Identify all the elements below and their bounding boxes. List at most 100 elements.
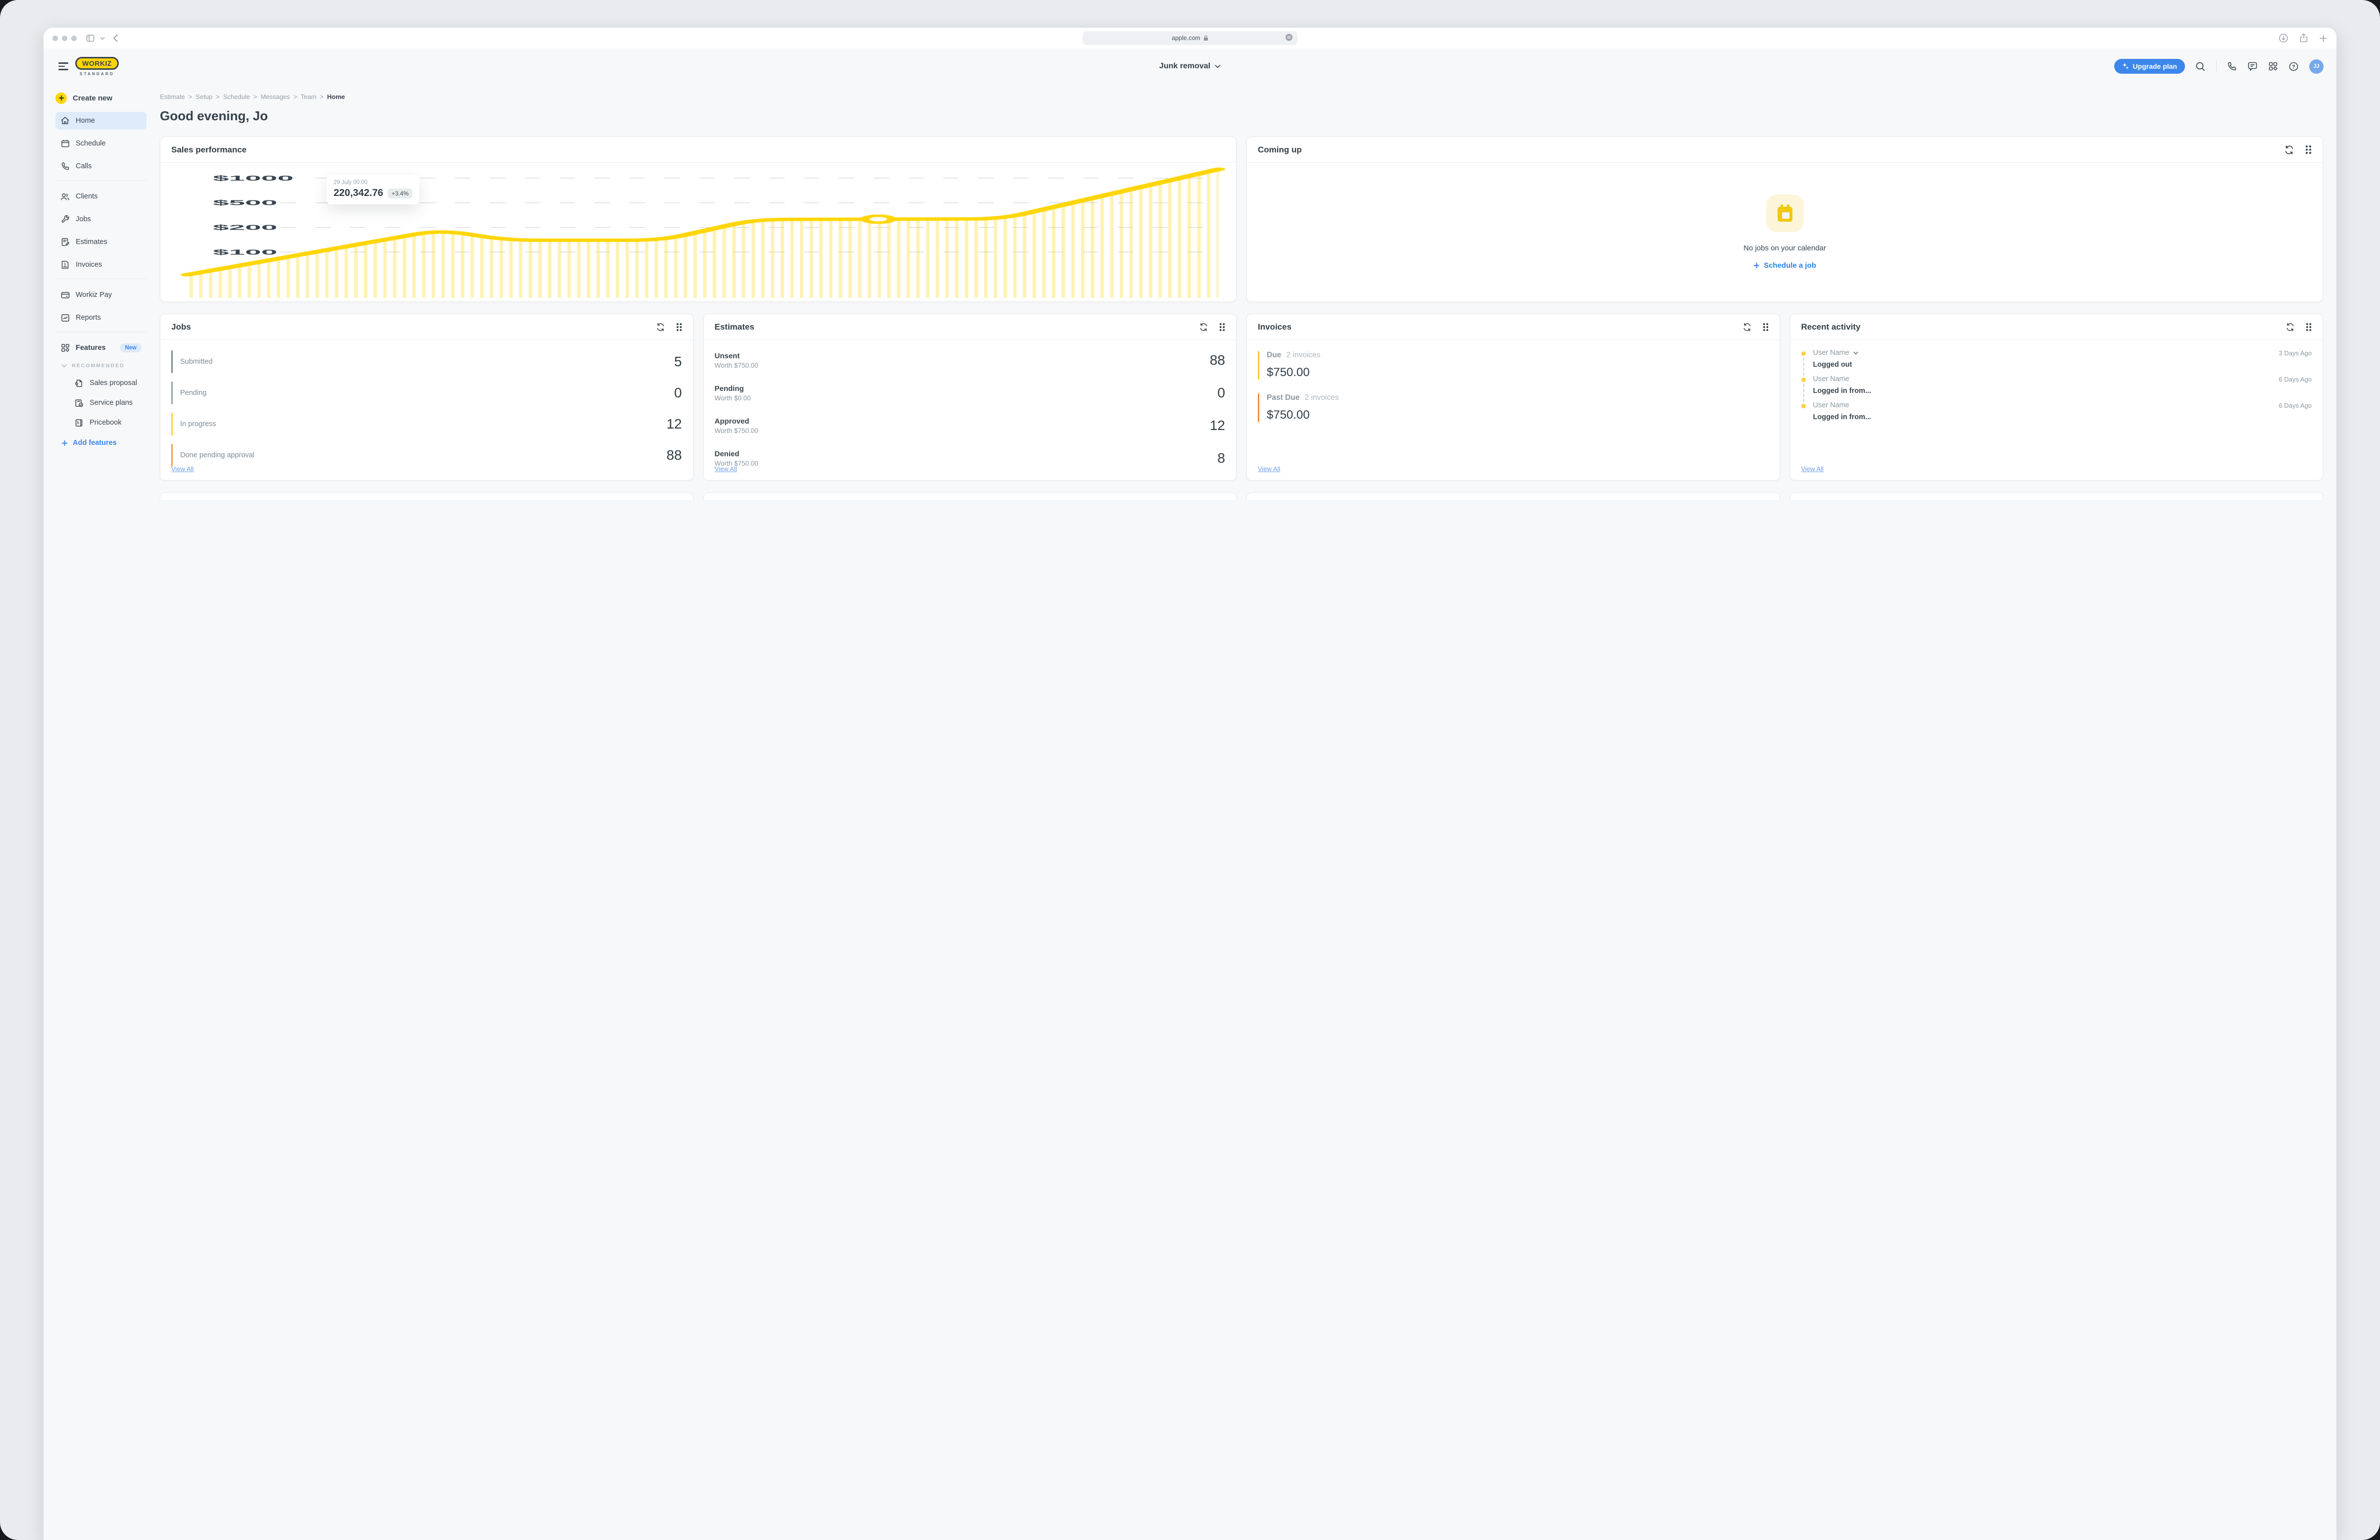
- proposal-icon: [74, 379, 84, 387]
- window-zoom-button[interactable]: [71, 35, 77, 41]
- page-options-icon[interactable]: [1285, 34, 1293, 43]
- downloads-icon[interactable]: [2279, 33, 2288, 43]
- sidebar-item-label: Invoices: [76, 261, 102, 269]
- workiz-logo[interactable]: WORKIZ STANDARD: [75, 56, 119, 76]
- sidebar-item-schedule[interactable]: Schedule: [55, 135, 147, 152]
- sidebar-toggle-icon[interactable]: [86, 34, 95, 43]
- activity-row[interactable]: User Name 6 Days Ago Logged in from...: [1801, 401, 2312, 421]
- sidebar-item-sales-proposal[interactable]: Sales proposal: [55, 375, 147, 391]
- refresh-icon[interactable]: [2285, 323, 2295, 332]
- invoices-row-past-due[interactable]: Past Due 2 invoices $750.00: [1247, 393, 1780, 422]
- upgrade-plan-button[interactable]: Upgrade plan: [2114, 59, 2185, 74]
- sidebar-item-estimates[interactable]: Estimates: [55, 233, 147, 251]
- estimates-row-denied[interactable]: Denied Worth $750.00 8: [704, 442, 1237, 475]
- workiz-app: WORKIZ STANDARD Junk removal Upgrade pla…: [44, 48, 2336, 1540]
- sidebar-item-features[interactable]: Features New: [55, 339, 147, 357]
- activity-time: 6 Days Ago: [2279, 375, 2312, 383]
- sidebar-item-pricebook[interactable]: $ Pricebook: [55, 414, 147, 431]
- menu-toggle-icon[interactable]: [58, 60, 68, 72]
- new-tab-icon[interactable]: [2319, 34, 2328, 43]
- drag-handle-icon[interactable]: [2306, 323, 2312, 332]
- row-count: 2 invoices: [1286, 351, 1321, 359]
- invoices-row-due[interactable]: Due 2 invoices $750.00: [1247, 351, 1780, 380]
- refresh-icon[interactable]: [1742, 323, 1752, 332]
- sidebar-item-service-plans[interactable]: Service plans: [55, 394, 147, 411]
- card-title: Recent activity: [1801, 322, 1861, 332]
- sales-chart-svg: $1000 $500 $200 $100: [181, 167, 1226, 298]
- sidebar-item-calls[interactable]: Calls: [55, 157, 147, 175]
- window-controls[interactable]: [52, 35, 77, 41]
- breadcrumb-item[interactable]: Messages: [260, 93, 290, 100]
- row-value: 88: [666, 447, 682, 463]
- sidebar-item-invoices[interactable]: $ Invoices: [55, 256, 147, 274]
- tooltip-date: 29 July 00:00: [334, 180, 368, 186]
- tab-chevron-icon[interactable]: [100, 37, 105, 40]
- share-icon[interactable]: [2299, 33, 2308, 43]
- view-all-link[interactable]: View All: [714, 465, 737, 473]
- messages-icon[interactable]: [2247, 61, 2258, 71]
- row-count: 2 invoices: [1304, 393, 1339, 402]
- sidebar-item-home[interactable]: Home: [55, 112, 147, 130]
- sidebar-item-label: Workiz Pay: [76, 291, 112, 299]
- refresh-icon[interactable]: [656, 323, 665, 332]
- partial-card: [1789, 492, 2323, 500]
- window-close-button[interactable]: [52, 35, 58, 41]
- row-label: Approved: [714, 417, 749, 426]
- address-bar[interactable]: apple.com: [1083, 31, 1297, 45]
- sidebar-item-reports[interactable]: Reports: [55, 309, 147, 327]
- sidebar-item-workiz-pay[interactable]: Workiz Pay: [55, 286, 147, 304]
- row-label: Pending: [180, 388, 207, 397]
- jobs-row-done-pending-approval[interactable]: Done pending approval 88: [160, 439, 693, 471]
- activity-row[interactable]: User Name 6 Days Ago Logged in from...: [1801, 375, 2312, 407]
- jobs-row-submitted[interactable]: Submitted 5: [160, 346, 693, 377]
- apps-grid-icon[interactable]: [2268, 61, 2278, 71]
- drag-handle-icon[interactable]: [1219, 323, 1225, 332]
- sidebar-item-label: Service plans: [90, 399, 133, 407]
- workspace-name: Junk removal: [1159, 62, 1211, 70]
- drag-handle-icon[interactable]: [2305, 145, 2312, 154]
- user-avatar[interactable]: JJ: [2309, 59, 2324, 74]
- sidebar-item-jobs[interactable]: Jobs: [55, 210, 147, 228]
- search-icon[interactable]: [2195, 61, 2206, 72]
- breadcrumb-item[interactable]: Team: [300, 93, 317, 100]
- jobs-row-pending[interactable]: Pending 0: [160, 377, 693, 408]
- back-button-icon[interactable]: [113, 34, 118, 43]
- create-new-button[interactable]: Create new: [55, 89, 147, 107]
- chevron-down-icon[interactable]: [1853, 351, 1858, 355]
- view-all-link[interactable]: View All: [171, 465, 194, 473]
- estimate-icon: [60, 238, 70, 246]
- drag-handle-icon[interactable]: [1763, 323, 1769, 332]
- view-all-link[interactable]: View All: [1258, 465, 1281, 473]
- recent-activity-card: Recent activity: [1789, 314, 2323, 481]
- row-amount: $750.00: [1267, 408, 1310, 422]
- breadcrumb-item[interactable]: Setup: [196, 93, 213, 100]
- estimates-row-approved[interactable]: Approved Worth $750.00 12: [704, 409, 1237, 442]
- calendar-icon: [60, 139, 70, 148]
- timeline-dot: [1801, 378, 1806, 382]
- add-features-button[interactable]: Add features: [55, 434, 147, 452]
- jobs-row-in-progress[interactable]: In progress 12: [160, 408, 693, 439]
- schedule-job-link[interactable]: Schedule a job: [1753, 261, 1816, 270]
- breadcrumb-item[interactable]: Schedule: [223, 93, 250, 100]
- breadcrumb-item[interactable]: Estimate: [160, 93, 185, 100]
- estimates-row-pending[interactable]: Pending Worth $0.00 0: [704, 377, 1237, 409]
- breadcrumb-separator: >: [320, 93, 324, 100]
- window-minimize-button[interactable]: [62, 35, 67, 41]
- recommended-toggle[interactable]: RECOMMENDED: [55, 362, 147, 375]
- breadcrumb-item-current: Home: [327, 93, 345, 100]
- refresh-icon[interactable]: [1199, 323, 1208, 332]
- tooltip-change-badge: +3.4%: [388, 188, 413, 198]
- phone-icon[interactable]: [2227, 61, 2237, 71]
- report-icon: [60, 314, 70, 322]
- view-all-link[interactable]: View All: [1801, 465, 1824, 473]
- help-icon[interactable]: ?: [2288, 61, 2299, 72]
- workspace-selector[interactable]: Junk removal: [1159, 62, 1221, 71]
- activity-row[interactable]: User Name 3 Days Ago Logged out: [1801, 349, 2312, 381]
- new-badge: New: [120, 343, 142, 352]
- sidebar-item-clients[interactable]: Clients: [55, 188, 147, 205]
- svg-text:$1000: $1000: [213, 174, 294, 183]
- estimates-row-unsent[interactable]: Unsent Worth $750.00 88: [704, 344, 1237, 377]
- drag-handle-icon[interactable]: [676, 323, 682, 332]
- refresh-icon[interactable]: [2284, 145, 2294, 155]
